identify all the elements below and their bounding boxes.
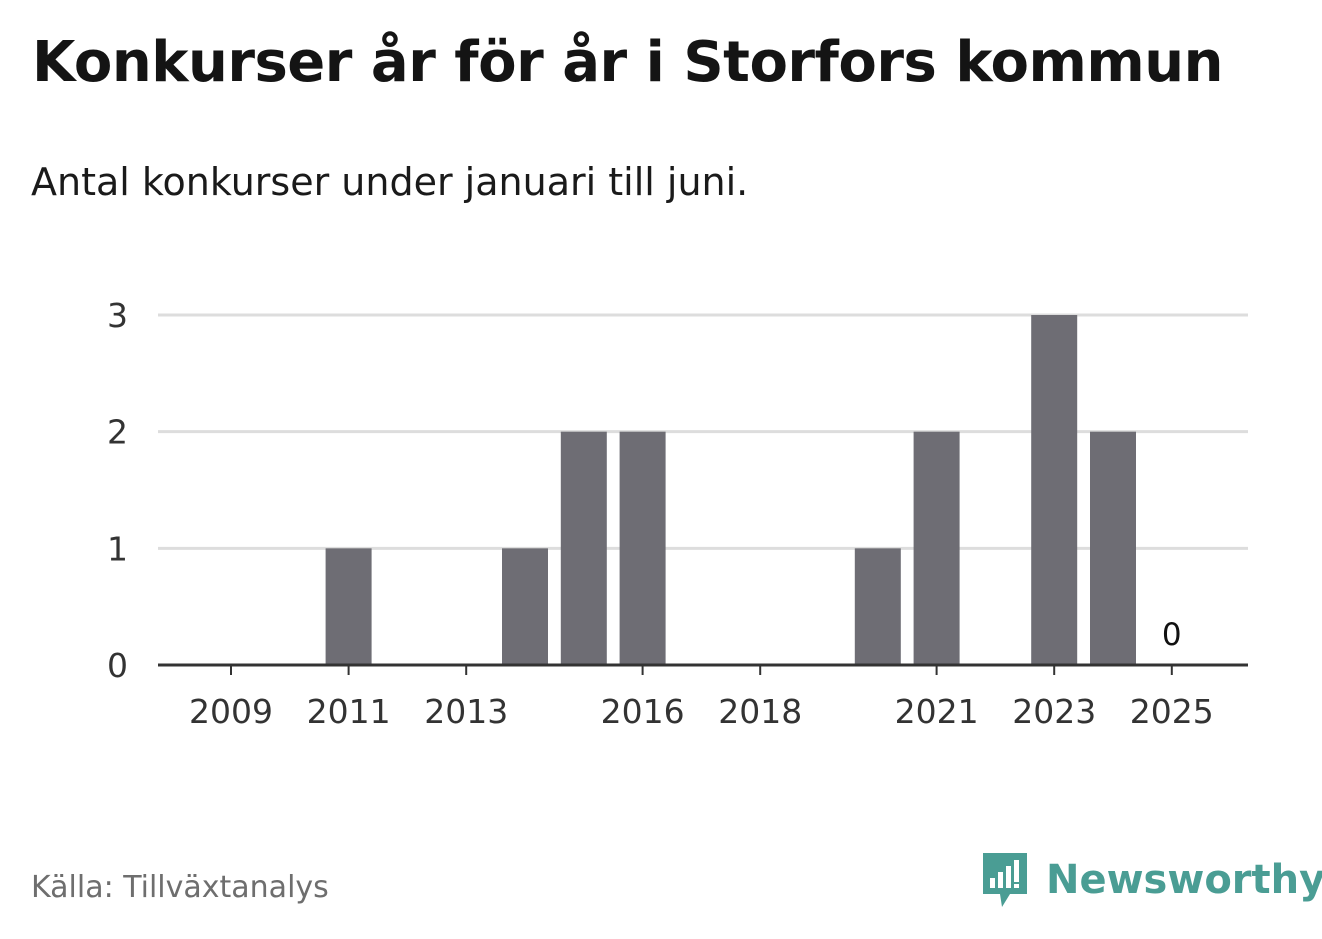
bar-chart: 0 1 2 3 2009 2011 2013 2016 2018 2021 2023 2025 0 xyxy=(107,296,1248,731)
x-tick-label: 2009 xyxy=(189,692,273,731)
y-tick-label: 3 xyxy=(107,296,128,335)
newsworthy-logo-icon xyxy=(983,853,1027,907)
bar xyxy=(502,548,548,665)
y-tick-label: 1 xyxy=(107,529,128,568)
bar xyxy=(325,548,372,665)
source-note: Källa: Tillväxtanalys xyxy=(31,870,329,905)
x-tick-label: 2023 xyxy=(1012,692,1096,731)
bar xyxy=(560,431,607,665)
bar xyxy=(619,431,666,665)
x-tick-label: 2021 xyxy=(895,692,979,731)
chart-subtitle: Antal konkurser under januari till juni. xyxy=(31,160,749,204)
brand-name: Newsworthy xyxy=(1046,857,1322,903)
x-tick-label: 2011 xyxy=(307,692,391,731)
bar xyxy=(1090,431,1136,665)
y-tick-label: 2 xyxy=(107,413,128,452)
chart-title: Konkurser år för år i Storfors kommun xyxy=(32,30,1223,95)
x-tick-label: 2013 xyxy=(424,692,508,731)
x-tick-label: 2025 xyxy=(1130,692,1214,731)
x-tick-label: 2018 xyxy=(718,692,802,731)
bar xyxy=(854,548,901,665)
x-tick-label: 2016 xyxy=(601,692,685,731)
newsworthy-logo: Newsworthy xyxy=(980,850,1322,910)
data-label: 0 xyxy=(1162,617,1182,653)
bar xyxy=(913,431,960,665)
bar xyxy=(1031,315,1078,665)
y-tick-label: 0 xyxy=(107,646,128,685)
